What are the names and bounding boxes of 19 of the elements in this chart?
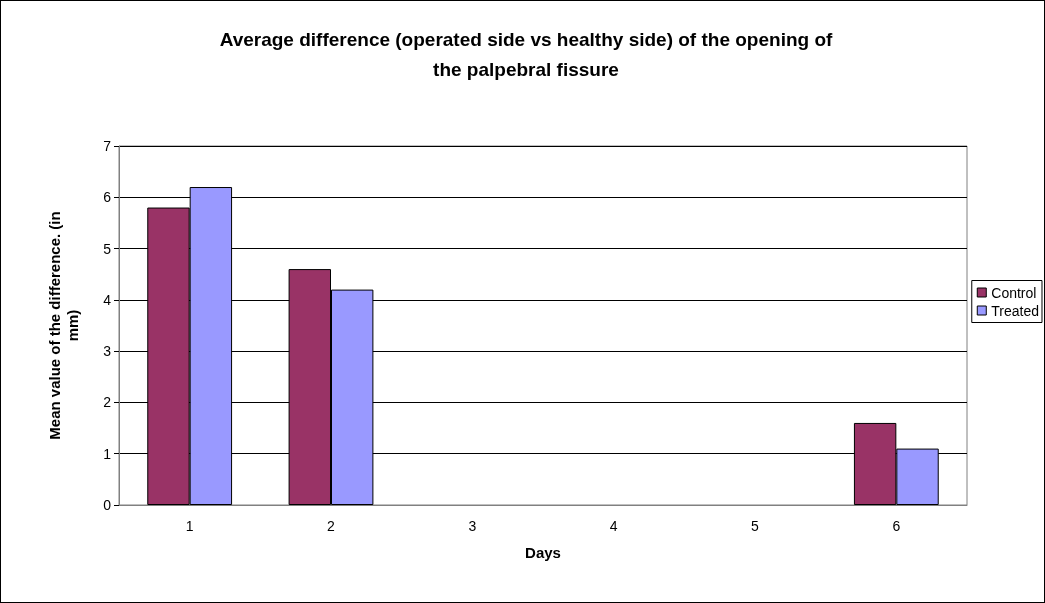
y-axis-title: Mean value of the difference. (in mm) [45, 211, 81, 440]
y-tick-label: 0 [103, 497, 112, 513]
chart-title: Average difference (operated side vs healthy side) of the opening of the palpebral fissure [219, 28, 834, 80]
x-tick-label: 5 [751, 518, 760, 534]
x-axis-title: Days [525, 544, 561, 561]
x-tick-label: 4 [609, 518, 618, 534]
legend-label: Treated [991, 302, 1040, 319]
y-tick-label: 4 [103, 291, 112, 308]
x-tick-label: 1 [185, 518, 194, 534]
y-tick-label: 7 [103, 138, 112, 154]
legend-label: Control [991, 284, 1037, 301]
y-tick-label: 2 [103, 394, 112, 411]
x-tick-label: 3 [468, 518, 477, 534]
y-tick-label: 6 [103, 189, 112, 206]
x-tick-label: 2 [327, 518, 336, 534]
y-tick-label: 5 [103, 240, 112, 257]
y-tick-label: 3 [103, 343, 112, 360]
x-tick-label: 6 [892, 518, 901, 534]
y-tick-label: 1 [103, 445, 112, 462]
